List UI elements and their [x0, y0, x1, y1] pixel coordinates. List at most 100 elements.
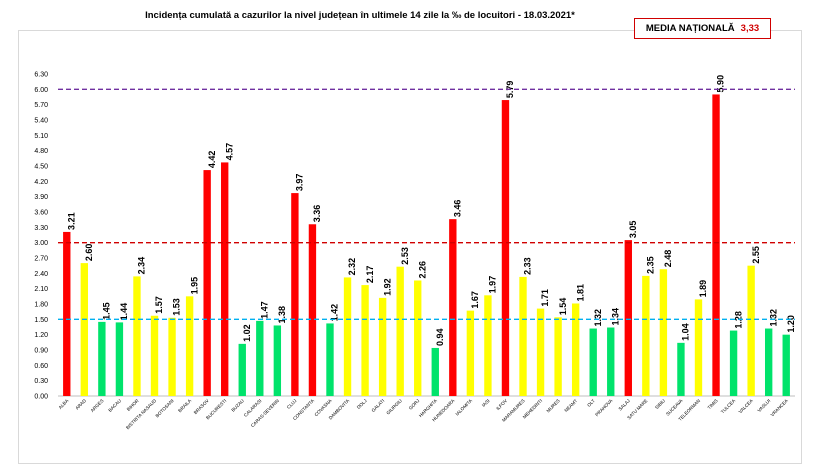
- data-label: 1.95: [189, 277, 199, 295]
- data-label: 2.32: [347, 258, 357, 276]
- bar: [256, 320, 264, 396]
- bar: [63, 231, 71, 396]
- bar: [764, 328, 773, 396]
- y-tick-label: 3.90: [34, 194, 48, 201]
- y-tick-label: 1.20: [34, 332, 48, 339]
- category-label: IASI: [481, 398, 491, 408]
- bar: [694, 299, 703, 396]
- bar: [185, 296, 194, 396]
- y-tick-label: 3.30: [34, 225, 48, 232]
- category-label: BOTOSANI: [155, 398, 175, 418]
- data-label: 1.53: [172, 298, 182, 316]
- bar: [607, 327, 615, 396]
- bar: [291, 193, 299, 396]
- bar: [431, 347, 439, 396]
- bar: [642, 275, 650, 396]
- data-label: 2.55: [751, 246, 761, 264]
- data-label: 2.33: [523, 257, 533, 275]
- data-label: 1.47: [259, 301, 269, 319]
- bar: [449, 219, 457, 396]
- category-label: BRAILA: [177, 398, 193, 414]
- category-label: IALOMITA: [455, 398, 474, 417]
- data-label: 2.34: [137, 257, 147, 275]
- data-label: 1.81: [575, 284, 585, 302]
- y-tick-label: 0.00: [34, 394, 48, 401]
- bar: [203, 170, 211, 396]
- bar: [571, 303, 580, 396]
- data-label: 1.44: [119, 303, 129, 321]
- y-tick-label: 2.40: [34, 271, 48, 278]
- data-label: 1.34: [610, 308, 620, 326]
- category-label: BUZAU: [230, 398, 245, 413]
- data-label: 2.60: [84, 244, 94, 262]
- bar: [414, 280, 422, 396]
- national-average-legend: MEDIA NAȚIONALĂ 3,33: [634, 18, 771, 39]
- data-label: 3.97: [295, 174, 305, 192]
- data-label: 1.42: [330, 304, 340, 322]
- data-label: 1.97: [488, 276, 498, 294]
- bar: [782, 334, 790, 396]
- data-label: 1.89: [698, 280, 708, 298]
- bar: [80, 263, 89, 396]
- data-label: 1.32: [768, 309, 778, 327]
- data-label: 3.46: [453, 200, 463, 218]
- bar: [273, 325, 282, 396]
- data-label: 1.38: [277, 306, 287, 324]
- y-tick-label: 5.70: [34, 102, 48, 109]
- bar: [326, 323, 334, 396]
- bar: [308, 224, 317, 396]
- data-label: 2.26: [417, 261, 427, 279]
- data-label: 1.92: [382, 278, 392, 296]
- category-label: BISTRITA NASAUD: [125, 398, 158, 431]
- y-tick-label: 4.50: [34, 164, 48, 171]
- category-label: GALATI: [370, 398, 385, 413]
- national-average-value: 3,33: [740, 23, 760, 34]
- data-label: 1.54: [558, 298, 568, 316]
- bar: [133, 276, 141, 396]
- data-label: 1.67: [470, 291, 480, 309]
- bar: [536, 308, 545, 396]
- y-tick-label: 5.40: [34, 118, 48, 125]
- y-tick-label: 4.20: [34, 179, 48, 186]
- bar: [659, 269, 668, 396]
- chart-frame: [18, 30, 802, 464]
- category-label: NEAMT: [563, 398, 578, 413]
- data-label: 0.94: [435, 328, 445, 346]
- y-tick-label: 4.80: [34, 148, 48, 155]
- category-label: PRAHOVA: [594, 398, 614, 418]
- data-label: 2.35: [646, 256, 656, 274]
- category-label: VALCEA: [738, 398, 755, 415]
- y-tick-label: 1.50: [34, 317, 48, 324]
- data-label: 2.17: [365, 266, 375, 284]
- data-label: 2.53: [400, 247, 410, 265]
- bar: [378, 297, 387, 396]
- data-label: 4.42: [207, 151, 217, 169]
- data-label: 1.04: [681, 323, 691, 341]
- y-tick-label: 6.00: [34, 87, 48, 94]
- y-tick-label: 5.10: [34, 133, 48, 140]
- category-label: ILFOV: [495, 398, 509, 412]
- y-tick-label: 0.90: [34, 348, 48, 355]
- data-label: 3.36: [312, 205, 322, 223]
- y-tick-label: 3.60: [34, 210, 48, 217]
- national-average-label: MEDIA NAȚIONALĂ: [645, 23, 735, 34]
- bar: [554, 317, 562, 396]
- bar: [98, 321, 106, 396]
- category-label: ALBA: [58, 398, 71, 411]
- y-tick-label: 0.60: [34, 363, 48, 370]
- category-label: SIBIU: [654, 398, 666, 410]
- bar: [150, 315, 159, 396]
- category-label: TIMIS: [707, 398, 719, 410]
- bar: [624, 240, 632, 396]
- y-tick-label: 6.30: [34, 72, 48, 79]
- bar: [747, 265, 755, 396]
- bar: [677, 342, 685, 396]
- bar: [115, 322, 124, 396]
- bar: [343, 277, 352, 396]
- bar: [221, 162, 229, 396]
- category-label: VASLUI: [757, 398, 772, 413]
- category-label: GIURGIU: [385, 398, 402, 415]
- bar: [168, 317, 176, 396]
- category-label: OLT: [586, 398, 596, 408]
